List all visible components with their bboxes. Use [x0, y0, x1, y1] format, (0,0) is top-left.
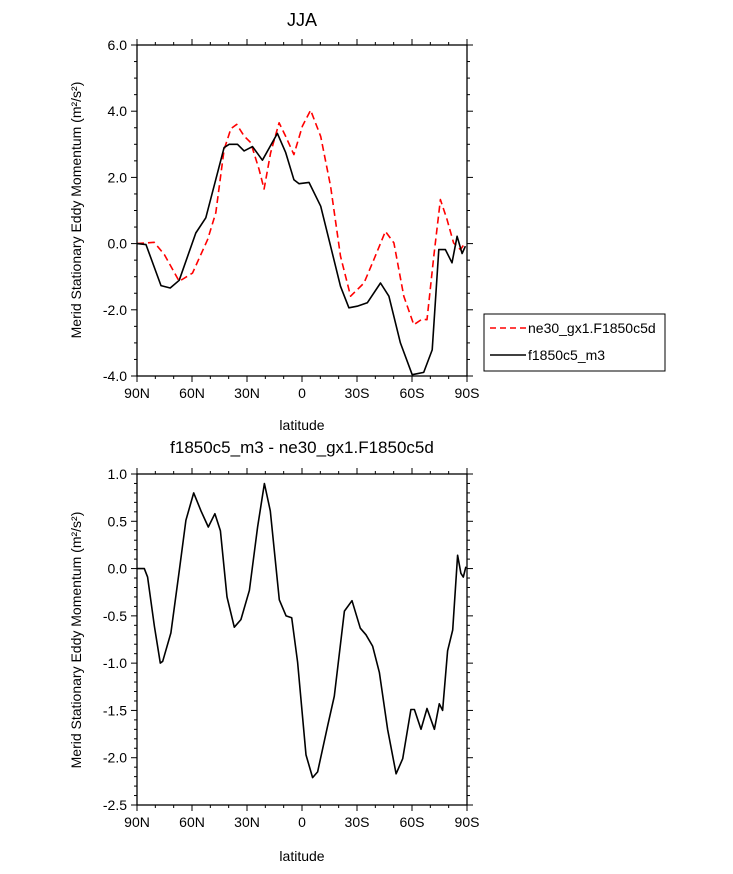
y-tick-label: -4.0	[103, 368, 127, 384]
x-tick-label: 90S	[455, 814, 480, 830]
y-tick-label: -0.5	[103, 608, 127, 624]
y-tick-label: -1.5	[103, 702, 127, 718]
chart-2-ylabel: Merid Stationary Eddy Momentum (m²/s²)	[68, 512, 84, 769]
y-tick-label: -2.0	[103, 750, 127, 766]
x-tick-label: 90S	[455, 385, 480, 401]
plot-frame	[136, 473, 468, 806]
x-tick-label: 60N	[179, 814, 205, 830]
y-tick-label: 4.0	[108, 103, 128, 119]
chart-1-xlabel: latitude	[279, 417, 324, 433]
series-line-difference	[137, 482, 467, 779]
series-line-ne30-gx1-f1850c5d	[136, 109, 467, 326]
x-tick-label: 60S	[400, 814, 425, 830]
y-tick-label: 2.0	[108, 169, 128, 185]
y-tick-label: 6.0	[108, 37, 128, 53]
x-tick-label: 30N	[234, 385, 260, 401]
x-tick-label: 30S	[345, 385, 370, 401]
series-line-f1850c5-m3	[136, 132, 467, 376]
legend-label-f1850c5: f1850c5_m3	[528, 347, 605, 363]
chart-2-title: f1850c5_m3 - ne30_gx1.F1850c5d	[170, 438, 434, 457]
x-tick-label: 90N	[124, 385, 150, 401]
chart-2-xlabel: latitude	[279, 848, 324, 864]
y-tick-label: -2.0	[103, 302, 127, 318]
chart-1-ylabel: Merid Stationary Eddy Momentum (m²/s²)	[68, 82, 84, 339]
y-tick-label: 0.0	[108, 561, 128, 577]
chart-1-title: JJA	[287, 10, 317, 30]
x-tick-label: 30S	[345, 814, 370, 830]
chart-2: 90N 60N 30N 0 30S 60S 90S -2.5 -2.0 -1.5 -1.0 -0.5 0…	[103, 466, 480, 830]
x-tick-label: 0	[298, 385, 306, 401]
legend-label-ne30: ne30_gx1.F1850c5d	[528, 320, 656, 336]
y-tick-label: 0.5	[108, 513, 128, 529]
chart-1: 90N 60N 30N 0 30S 60S 90S -4.0 -2.0 0.0 2.0 4.0 6.0	[103, 37, 480, 401]
x-tick-label: 0	[298, 814, 306, 830]
y-tick-label: -1.0	[103, 655, 127, 671]
plot-frame	[136, 44, 468, 377]
legend-box	[483, 313, 666, 372]
legend: ne30_gx1.F1850c5d f1850c5_m3	[483, 313, 666, 372]
x-tick-label: 60S	[400, 385, 425, 401]
y-tick-label: -2.5	[103, 797, 127, 813]
y-tick-label: 1.0	[108, 466, 128, 482]
x-tick-label: 30N	[234, 814, 260, 830]
x-tick-label: 90N	[124, 814, 150, 830]
y-tick-label: 0.0	[108, 236, 128, 252]
x-tick-label: 60N	[179, 385, 205, 401]
